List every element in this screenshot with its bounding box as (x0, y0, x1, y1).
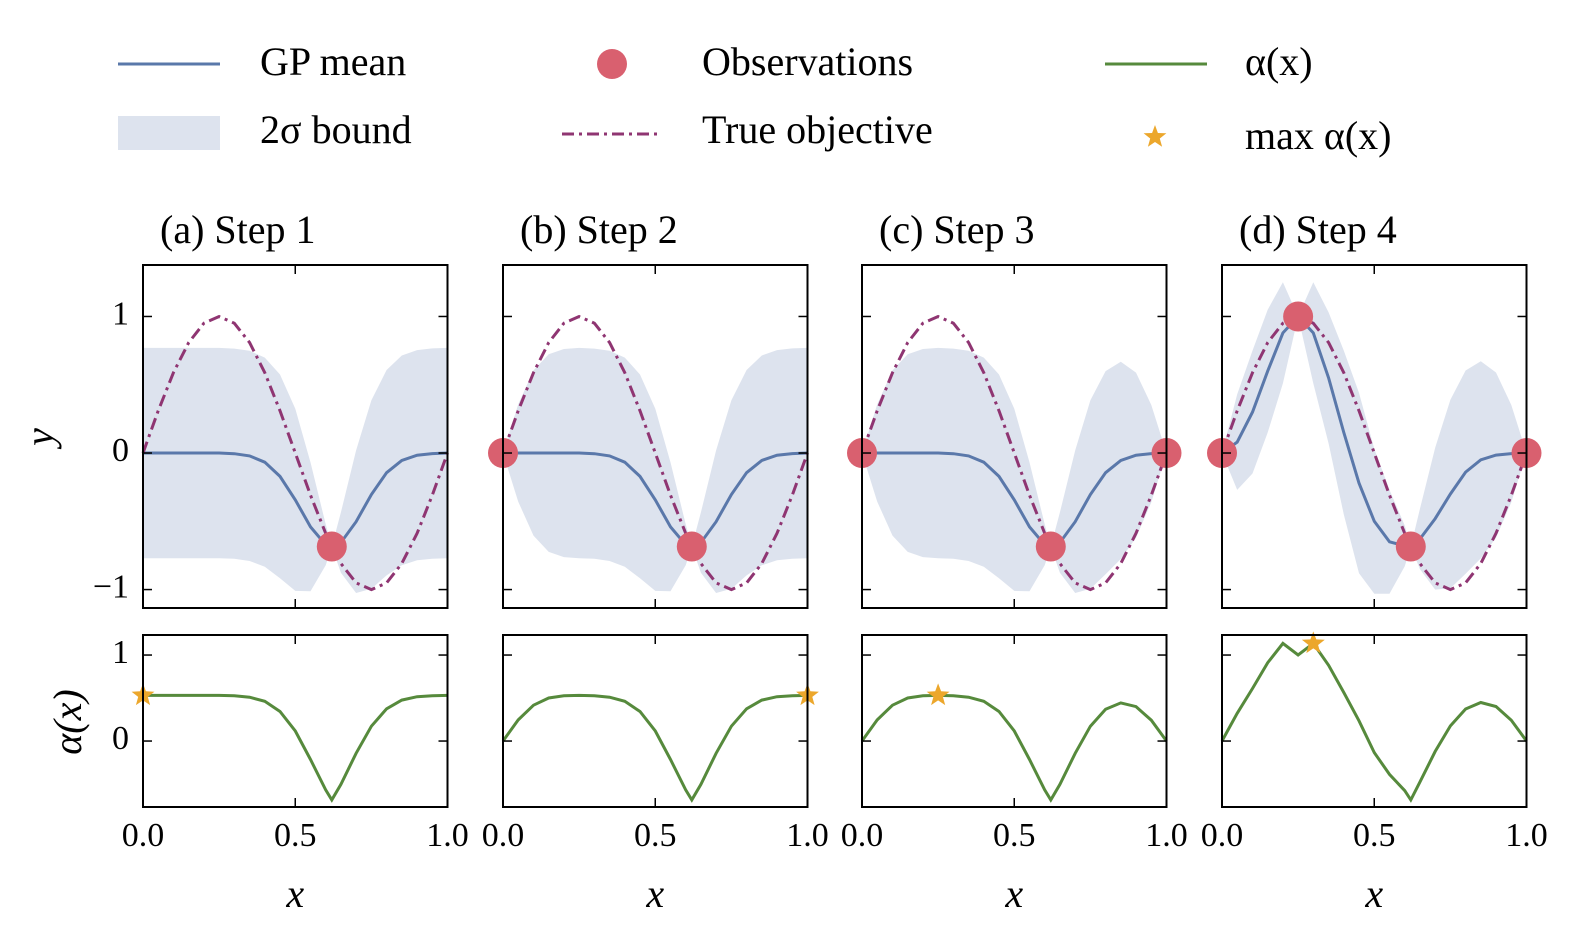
x-axis-label: x (285, 871, 304, 916)
x-tick-label: 1.0 (786, 817, 829, 854)
observation (316, 531, 347, 562)
panel-title: (b) Step 2 (520, 207, 678, 252)
gp-mean-line (503, 451, 808, 549)
legend: GP mean 2σ bound Observations True objec… (260, 39, 1391, 158)
acquisition-axis-label: α(x) (45, 689, 90, 754)
legend-label: max α(x) (1245, 113, 1391, 158)
y-tick-label: 0 (112, 432, 129, 469)
acquisition-line (1220, 641, 1528, 803)
acquisition-line (860, 693, 1168, 803)
legend-label: GP mean (260, 39, 406, 84)
y-tick-label: 1 (112, 295, 129, 332)
x-tick-label: 0.0 (122, 817, 165, 854)
y-tick-label: −1 (93, 568, 129, 605)
observation (676, 531, 707, 562)
objective-line (141, 314, 449, 592)
objective-line (1220, 314, 1528, 592)
legend-label: α(x) (1245, 39, 1313, 84)
confidence-band (143, 347, 448, 593)
panel: (d) Step 4 0.0 0.5 1.0 x (1201, 207, 1548, 916)
y-tick-label: 0 (112, 720, 129, 757)
panel: (a) Step 1 0.0 0.5 1.0 x −1 0 1 0 1 y α(x) (17, 207, 469, 916)
legend-max-swatch (1143, 125, 1167, 147)
confidence-band (503, 347, 808, 593)
frame (502, 634, 809, 808)
confidence-band (862, 347, 1167, 593)
confidence-band (1222, 282, 1527, 594)
x-axis-label: x (1364, 871, 1383, 916)
x-tick-label: 0.0 (482, 817, 525, 854)
gp-mean-line (862, 451, 1167, 549)
legend-label: Observations (702, 39, 913, 84)
x-tick-label: 0.5 (1353, 817, 1396, 854)
acquisition-line (143, 693, 448, 803)
panel: (b) Step 2 0.0 0.5 1.0 x (482, 207, 829, 916)
x-tick-label: 1.0 (1505, 817, 1548, 854)
x-tick-label: 1.0 (426, 817, 469, 854)
legend-label: 2σ bound (260, 107, 412, 152)
objective-line (860, 314, 1168, 592)
x-axis-label: x (645, 871, 664, 916)
y-tick-label: 1 (112, 634, 129, 671)
observation (1395, 531, 1426, 562)
x-axis-label: x (1004, 871, 1023, 916)
x-tick-label: 0.5 (634, 817, 677, 854)
panel-title: (c) Step 3 (879, 207, 1035, 252)
frame (142, 634, 449, 808)
panel-title: (d) Step 4 (1239, 207, 1397, 252)
legend-observation-swatch (597, 49, 627, 79)
x-tick-label: 0.5 (993, 817, 1036, 854)
x-tick-label: 1.0 (1145, 817, 1188, 854)
panel: (c) Step 3 0.0 0.5 1.0 x (841, 207, 1188, 916)
legend-label: True objective (702, 107, 933, 152)
legend-band-swatch (118, 116, 220, 150)
acquisition-line (501, 693, 808, 803)
panel-title: (a) Step 1 (160, 207, 316, 252)
x-tick-label: 0.0 (1201, 817, 1244, 854)
gp-mean-line (143, 451, 448, 549)
observation (1035, 531, 1066, 562)
gp-mean-line (1221, 314, 1527, 549)
frame (861, 634, 1168, 808)
y-axis-label: y (17, 428, 62, 450)
x-tick-label: 0.5 (274, 817, 317, 854)
acquisition-max (926, 683, 950, 706)
x-tick-label: 0.0 (841, 817, 884, 854)
acquisition-max (1301, 631, 1325, 654)
objective-line (501, 314, 809, 592)
observation (1283, 301, 1314, 332)
